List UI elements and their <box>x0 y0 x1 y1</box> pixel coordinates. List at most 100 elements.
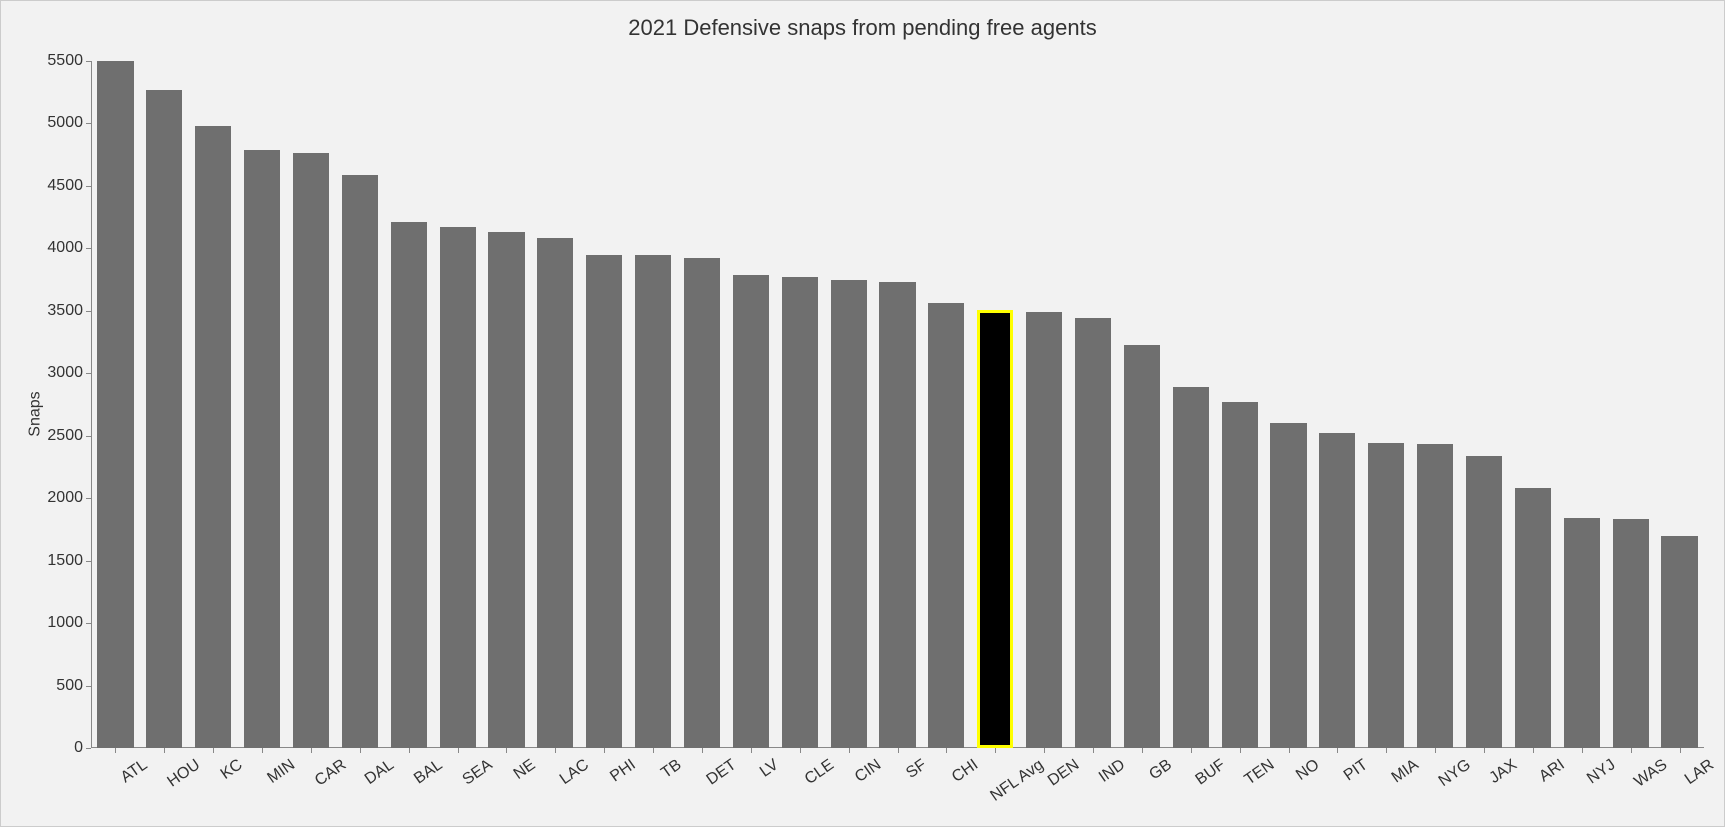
bar <box>1319 433 1355 748</box>
x-tick-mark <box>1044 748 1045 753</box>
bar <box>537 238 573 748</box>
x-tick-mark <box>311 748 312 753</box>
y-tick-label: 2000 <box>47 489 91 507</box>
y-tick-label: 5000 <box>47 114 91 132</box>
bar <box>1515 488 1551 748</box>
bar <box>879 282 915 748</box>
x-tick-mark <box>702 748 703 753</box>
x-tick-label: PHI <box>602 748 640 786</box>
x-tick-label: LAC <box>551 748 593 789</box>
x-tick-mark <box>849 748 850 753</box>
x-tick-mark <box>1093 748 1094 753</box>
bar <box>391 222 427 748</box>
y-tick-label: 3500 <box>47 302 91 320</box>
bar <box>488 232 524 748</box>
bar <box>1417 444 1453 748</box>
x-tick-label: NFL Avg <box>982 748 1048 806</box>
bar <box>1613 519 1649 748</box>
y-tick-label: 4000 <box>47 239 91 257</box>
x-tick-label: MIN <box>259 748 299 788</box>
bar <box>782 277 818 748</box>
x-tick-label: CLE <box>796 748 838 789</box>
x-tick-mark <box>800 748 801 753</box>
x-tick-mark <box>898 748 899 753</box>
x-tick-mark <box>115 748 116 753</box>
y-tick-label: 3000 <box>47 364 91 382</box>
y-tick-label: 5500 <box>47 52 91 70</box>
x-tick-mark <box>1631 748 1632 753</box>
x-tick-label: ARI <box>1530 748 1568 786</box>
x-tick-mark <box>458 748 459 753</box>
x-tick-label: PIT <box>1335 748 1371 785</box>
y-axis-line <box>91 61 92 748</box>
x-tick-label: LAR <box>1676 748 1718 789</box>
x-tick-mark <box>1484 748 1485 753</box>
x-tick-label: DET <box>698 748 740 789</box>
bar <box>977 310 1013 748</box>
y-tick-label: 2500 <box>47 427 91 445</box>
x-tick-mark <box>262 748 263 753</box>
x-tick-label: GB <box>1141 748 1176 784</box>
bar <box>1026 312 1062 748</box>
y-tick-label: 1500 <box>47 552 91 570</box>
bar <box>1270 423 1306 748</box>
x-tick-mark <box>1289 748 1290 753</box>
x-tick-mark <box>360 748 361 753</box>
bar <box>1564 518 1600 748</box>
x-tick-label: NE <box>505 748 539 784</box>
x-tick-label: JAX <box>1481 748 1521 788</box>
bar <box>586 255 622 748</box>
x-tick-mark <box>1386 748 1387 753</box>
x-tick-mark <box>1337 748 1338 753</box>
y-tick-label: 0 <box>74 739 91 757</box>
bar <box>195 126 231 748</box>
x-tick-mark <box>751 748 752 753</box>
x-tick-label: SF <box>897 748 930 783</box>
x-tick-label: HOU <box>159 748 204 791</box>
x-tick-mark <box>604 748 605 753</box>
chart-container: 2021 Defensive snaps from pending free a… <box>0 0 1725 827</box>
x-tick-mark <box>1582 748 1583 753</box>
bar <box>1661 536 1697 748</box>
x-tick-mark <box>1680 748 1681 753</box>
x-tick-label: DAL <box>356 748 398 789</box>
bar <box>684 258 720 748</box>
plot-area: 0500100015002000250030003500400045005000… <box>91 61 1704 748</box>
x-tick-mark <box>1191 748 1192 753</box>
bar <box>733 275 769 748</box>
x-tick-label: KC <box>212 748 246 784</box>
bar <box>1173 387 1209 748</box>
x-tick-label: BUF <box>1187 748 1229 789</box>
x-tick-mark <box>506 748 507 753</box>
bar <box>1075 318 1111 748</box>
bar <box>928 303 964 748</box>
chart-title: 2021 Defensive snaps from pending free a… <box>1 15 1724 41</box>
y-axis-label: Snaps <box>27 391 45 436</box>
x-tick-label: WAS <box>1625 748 1670 792</box>
x-tick-label: IND <box>1090 748 1129 787</box>
bar <box>1124 345 1160 748</box>
bar <box>440 227 476 748</box>
bar <box>635 255 671 748</box>
bar <box>1222 402 1258 748</box>
x-tick-label: CAR <box>306 748 350 790</box>
x-tick-label: SEA <box>453 748 495 789</box>
x-tick-label: NO <box>1287 748 1323 785</box>
x-tick-label: CHI <box>944 748 983 787</box>
x-tick-mark <box>946 748 947 753</box>
x-tick-label: ATL <box>112 748 151 787</box>
bar <box>831 280 867 748</box>
bar <box>244 150 280 748</box>
y-tick-label: 4500 <box>47 177 91 195</box>
x-tick-mark <box>164 748 165 753</box>
x-tick-mark <box>995 748 996 753</box>
x-tick-mark <box>213 748 214 753</box>
x-tick-label: TEN <box>1235 748 1277 789</box>
bar <box>1368 443 1404 748</box>
y-tick-label: 1000 <box>47 614 91 632</box>
x-tick-label: NYG <box>1430 748 1474 791</box>
bar <box>1466 456 1502 748</box>
x-tick-label: LV <box>751 748 782 781</box>
bar <box>97 61 133 748</box>
x-tick-label: BAL <box>405 748 446 788</box>
